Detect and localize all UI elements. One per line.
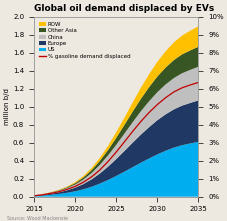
% gasoline demand displaced [73,185,76,188]
% gasoline demand displaced [188,84,191,86]
% gasoline demand displaced [180,86,183,89]
% gasoline demand displaced [131,130,133,133]
% gasoline demand displaced [114,151,117,153]
% gasoline demand displaced [90,175,92,178]
% gasoline demand displaced [57,191,60,193]
% gasoline demand displaced [106,160,109,163]
% gasoline demand displaced [65,188,68,191]
% gasoline demand displaced [163,96,166,99]
% gasoline demand displaced [49,192,52,195]
% gasoline demand displaced [98,169,101,171]
% gasoline demand displaced [81,181,84,184]
% gasoline demand displaced [41,194,43,196]
% gasoline demand displaced [32,194,35,197]
% gasoline demand displaced [147,111,150,114]
% gasoline demand displaced [172,91,174,93]
Line: % gasoline demand displaced: % gasoline demand displaced [34,82,198,196]
Text: Source: Wood Mackenzie: Source: Wood Mackenzie [7,216,68,221]
% gasoline demand displaced [139,120,142,123]
Y-axis label: million b/d: million b/d [4,88,10,125]
Legend: ROW, Other Asia, China, Europe, US, % gasoline demand displaced: ROW, Other Asia, China, Europe, US, % ga… [38,21,130,59]
% gasoline demand displaced [123,141,125,143]
% gasoline demand displaced [196,81,199,84]
Text: Global oil demand displaced by EVs: Global oil demand displaced by EVs [34,4,213,13]
% gasoline demand displaced [155,103,158,106]
